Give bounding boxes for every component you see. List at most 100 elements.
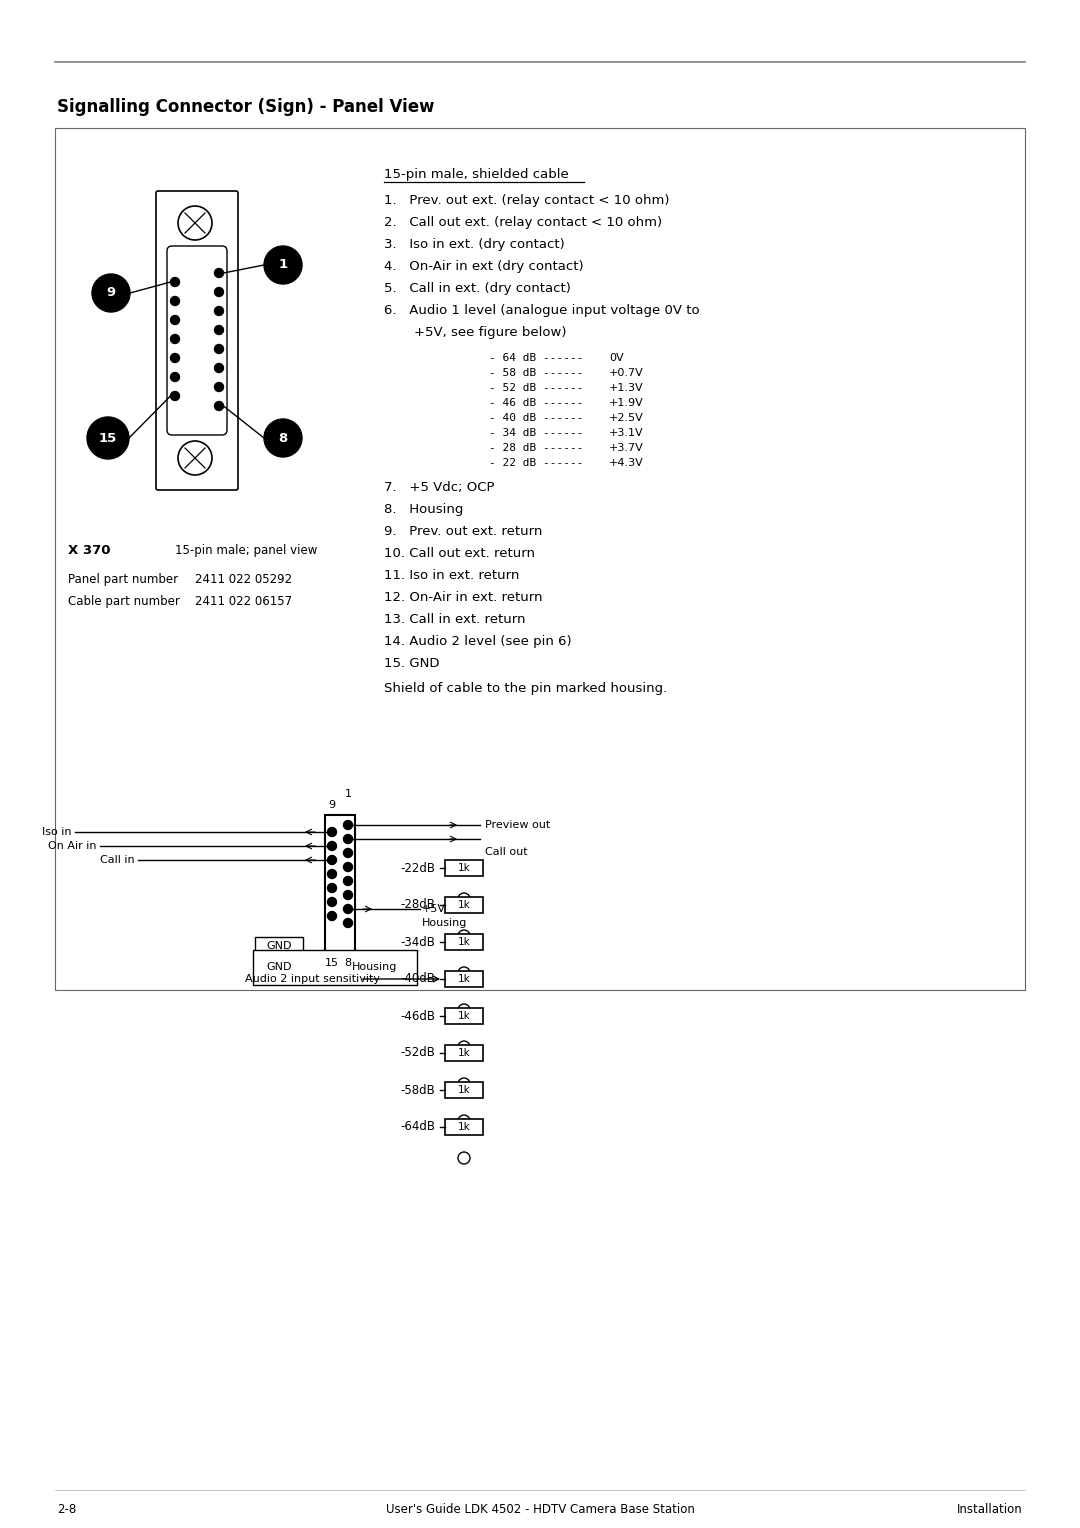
Text: +1.3V: +1.3V	[609, 384, 644, 393]
Bar	[445, 1008, 483, 1024]
Text: Housing: Housing	[351, 963, 396, 972]
Circle shape	[215, 344, 224, 353]
Text: +3.1V: +3.1V	[609, 428, 644, 439]
Text: -34dB: -34dB	[400, 935, 435, 949]
Text: +0.7V: +0.7V	[609, 368, 644, 377]
Text: 1k: 1k	[458, 863, 471, 872]
Circle shape	[171, 373, 179, 382]
Circle shape	[87, 417, 129, 458]
Text: 3.   Iso in ext. (dry contact): 3. Iso in ext. (dry contact)	[384, 238, 565, 251]
Circle shape	[327, 869, 337, 879]
Circle shape	[343, 834, 352, 843]
Text: 8: 8	[345, 958, 352, 969]
Bar	[445, 860, 483, 876]
Text: 15-pin male, shielded cable: 15-pin male, shielded cable	[384, 168, 569, 180]
Circle shape	[458, 892, 470, 905]
Text: 5.   Call in ext. (dry contact): 5. Call in ext. (dry contact)	[384, 283, 571, 295]
Text: 8: 8	[279, 431, 287, 445]
Circle shape	[264, 246, 302, 284]
Text: 14. Audio 2 level (see pin 6): 14. Audio 2 level (see pin 6)	[384, 636, 571, 648]
Text: +5V, see figure below): +5V, see figure below)	[414, 325, 567, 339]
Text: +1.9V: +1.9V	[609, 397, 644, 408]
Circle shape	[327, 883, 337, 892]
Text: 2.   Call out ext. (relay contact < 10 ohm): 2. Call out ext. (relay contact < 10 ohm…	[384, 215, 662, 229]
Text: 2411 022 05292: 2411 022 05292	[195, 573, 292, 587]
Text: Housing: Housing	[422, 918, 468, 927]
Text: Iso in: Iso in	[42, 827, 72, 837]
Text: - 52 dB ------: - 52 dB ------	[489, 384, 583, 393]
Circle shape	[458, 1152, 470, 1164]
Text: -58dB: -58dB	[401, 1083, 435, 1097]
Text: 9: 9	[107, 287, 116, 299]
Circle shape	[327, 897, 337, 906]
Text: 15-pin male; panel view: 15-pin male; panel view	[175, 544, 318, 558]
Circle shape	[215, 364, 224, 373]
Circle shape	[343, 848, 352, 857]
Text: +5V: +5V	[422, 905, 446, 914]
Bar	[445, 1045, 483, 1060]
Text: 1.   Prev. out ext. (relay contact < 10 ohm): 1. Prev. out ext. (relay contact < 10 oh…	[384, 194, 670, 206]
Text: 2411 022 06157: 2411 022 06157	[195, 594, 292, 608]
Text: 1k: 1k	[458, 1085, 471, 1096]
Bar	[445, 897, 483, 914]
Circle shape	[171, 296, 179, 306]
Text: 12. On-Air in ext. return: 12. On-Air in ext. return	[384, 591, 542, 604]
Circle shape	[215, 325, 224, 335]
Circle shape	[215, 307, 224, 315]
Circle shape	[171, 315, 179, 324]
Text: 7.   +5 Vdc; OCP: 7. +5 Vdc; OCP	[384, 481, 495, 494]
Text: 6.   Audio 1 level (analogue input voltage 0V to: 6. Audio 1 level (analogue input voltage…	[384, 304, 700, 316]
Text: -52dB: -52dB	[400, 1047, 435, 1059]
Text: - 22 dB ------: - 22 dB ------	[489, 458, 583, 468]
Text: GND: GND	[267, 941, 292, 950]
Text: 15: 15	[325, 958, 339, 969]
Circle shape	[458, 1041, 470, 1053]
Text: Preview out: Preview out	[485, 821, 550, 830]
FancyBboxPatch shape	[167, 246, 227, 435]
Text: +3.7V: +3.7V	[609, 443, 644, 452]
Text: Call out: Call out	[485, 847, 528, 857]
Circle shape	[458, 931, 470, 941]
Text: 13. Call in ext. return: 13. Call in ext. return	[384, 613, 526, 626]
Bar	[445, 934, 483, 950]
Text: Shield of cable to the pin marked housing.: Shield of cable to the pin marked housin…	[384, 681, 667, 695]
Bar	[55, 128, 1025, 990]
Text: 4.   On-Air in ext (dry contact): 4. On-Air in ext (dry contact)	[384, 260, 583, 274]
Text: 9.   Prev. out ext. return: 9. Prev. out ext. return	[384, 526, 542, 538]
Text: 1: 1	[279, 258, 287, 272]
Text: 8.   Housing: 8. Housing	[384, 503, 463, 516]
Text: 0V: 0V	[609, 353, 623, 364]
Text: -28dB: -28dB	[400, 898, 435, 912]
Text: Panel part number: Panel part number	[68, 573, 178, 587]
Text: -64dB: -64dB	[400, 1120, 435, 1134]
Bar	[325, 814, 355, 955]
Text: Installation: Installation	[957, 1504, 1023, 1516]
Text: Signalling Connector (Sign) - Panel View: Signalling Connector (Sign) - Panel View	[57, 98, 434, 116]
Text: 2-8: 2-8	[57, 1504, 77, 1516]
Text: -46dB: -46dB	[400, 1010, 435, 1022]
Circle shape	[171, 335, 179, 344]
Text: Call in: Call in	[100, 856, 135, 865]
Bar	[445, 1118, 483, 1135]
Text: +4.3V: +4.3V	[609, 458, 644, 468]
Text: - 28 dB ------: - 28 dB ------	[489, 443, 583, 452]
Bar	[445, 1082, 483, 1099]
Circle shape	[343, 862, 352, 871]
Text: 1k: 1k	[458, 1012, 471, 1021]
Text: X 370: X 370	[68, 544, 110, 558]
Circle shape	[343, 821, 352, 830]
Circle shape	[171, 391, 179, 400]
FancyBboxPatch shape	[156, 191, 238, 490]
Circle shape	[215, 402, 224, 411]
Text: 15. GND: 15. GND	[384, 657, 440, 669]
Text: -40dB: -40dB	[400, 972, 435, 986]
Text: - 64 dB ------: - 64 dB ------	[489, 353, 583, 364]
Circle shape	[215, 382, 224, 391]
Circle shape	[178, 206, 212, 240]
Text: GND: GND	[267, 963, 292, 972]
Text: 15: 15	[99, 431, 117, 445]
Circle shape	[458, 1077, 470, 1089]
Text: 1: 1	[345, 788, 351, 799]
Circle shape	[343, 918, 352, 927]
Circle shape	[327, 842, 337, 851]
